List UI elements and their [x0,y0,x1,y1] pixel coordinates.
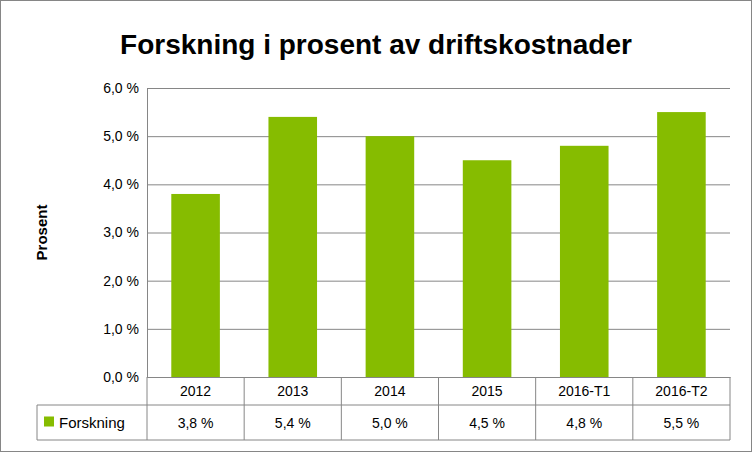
data-table-lines [37,377,730,440]
table-line [730,377,731,440]
grid-line [147,281,730,282]
y-tick-label: 6,0 % [103,80,139,96]
table-line [438,377,439,440]
y-tick-label: 2,0 % [103,273,139,289]
bar [657,112,706,377]
table-line [632,377,633,440]
y-tick: 6,0 % [103,80,730,96]
x-tick: 2016-T2 [655,377,707,399]
grid-line [147,233,730,234]
y-tick: 5,0 % [103,128,730,144]
chart: Forskning i prosent av driftskostnader Pr… [0,0,752,452]
data-label: 5,0 % [372,415,408,431]
y-tick-label: 0,0 % [103,369,139,385]
y-axis-title: Prosent [33,205,50,261]
y-tick-label: 1,0 % [103,321,139,337]
bar [366,136,415,377]
table-line [147,377,148,440]
y-tick-label: 3,0 % [103,224,139,240]
table-line [37,405,38,440]
table-line [244,377,245,440]
grid-line [147,329,730,330]
x-tick-label: 2014 [374,383,405,399]
x-tick-label: 2012 [180,383,211,399]
data-label: 3,8 % [178,415,214,431]
bar [268,117,317,377]
x-tick: 2015 [472,377,503,399]
x-tick: 2014 [374,377,405,399]
bars [171,112,705,377]
x-tick-label: 2016-T2 [655,383,707,399]
table-line [37,440,730,441]
x-tick: 2012 [180,377,211,399]
title: Forskning i prosent av driftskostnader [120,29,632,60]
data-label: 5,4 % [275,415,311,431]
y-axis-line [148,89,731,378]
grid-line [147,136,730,137]
chart-border [1,1,752,452]
bar [560,146,609,377]
data-label: 4,8 % [566,415,602,431]
grid-line [147,184,730,185]
grid-line [147,88,730,89]
bar [463,160,512,377]
x-tick: 2013 [277,377,308,399]
y-tick: 4,0 % [103,176,730,192]
x-tick-label: 2015 [472,383,503,399]
y-axis: 0,0 % 1,0 % 2,0 % 3,0 % 4,0 % 5,0 % 6,0 % [103,80,730,385]
y-tick-label: 4,0 % [103,176,139,192]
x-tick: 2016-T1 [558,377,610,399]
table-line [341,377,342,440]
legend-key [44,417,54,427]
table-line [37,405,730,406]
x-tick-label: 2016-T1 [558,383,610,399]
x-tick-label: 2013 [277,383,308,399]
bar [171,194,220,377]
data-label: 5,5 % [664,415,700,431]
legend-label: Forskning [59,414,125,431]
data-label: 4,5 % [469,415,505,431]
y-tick-label: 5,0 % [103,128,139,144]
table-line [535,377,536,440]
